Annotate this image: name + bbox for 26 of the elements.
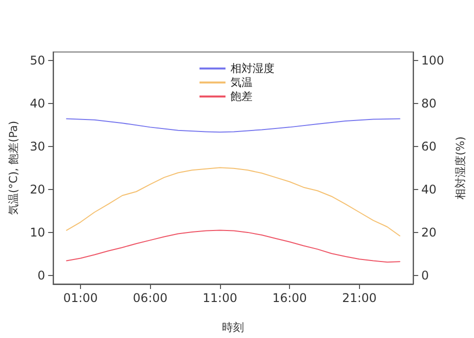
y-tick-label: 30 (30, 140, 46, 154)
x-tick-label: 06:00 (132, 291, 168, 305)
line-series (66, 167, 400, 236)
x-axis-title: 時刻 (222, 321, 244, 334)
x-tick-label: 21:00 (342, 291, 377, 305)
x-tick-label: 01:00 (63, 291, 98, 305)
line-series (66, 230, 400, 263)
y2-tick-label: 0 (421, 268, 429, 282)
y2-tick-label: 20 (421, 225, 436, 240)
y2-tick-label: 100 (421, 54, 444, 68)
y-axis-title: 気温(°C), 飽差(Pa) (7, 120, 20, 216)
y2-tick-label: 80 (421, 96, 436, 111)
x-tick-label: 11:00 (202, 291, 238, 305)
x-tick-label: 16:00 (272, 291, 307, 305)
y-tick-label: 40 (30, 96, 46, 111)
legend-label: 気温 (230, 76, 252, 89)
y-tick-label: 10 (30, 225, 46, 240)
y-tick-label: 20 (30, 182, 46, 196)
legend-label: 飽差 (230, 90, 252, 103)
y-tick-label: 50 (30, 54, 46, 68)
line-series (66, 118, 400, 133)
y2-axis-title: 相対湿度(%) (454, 136, 467, 200)
legend-label: 相対湿度 (230, 62, 274, 75)
y2-tick-label: 60 (421, 140, 436, 154)
y2-tick-label: 40 (421, 182, 436, 196)
y-tick-label: 0 (38, 268, 46, 282)
